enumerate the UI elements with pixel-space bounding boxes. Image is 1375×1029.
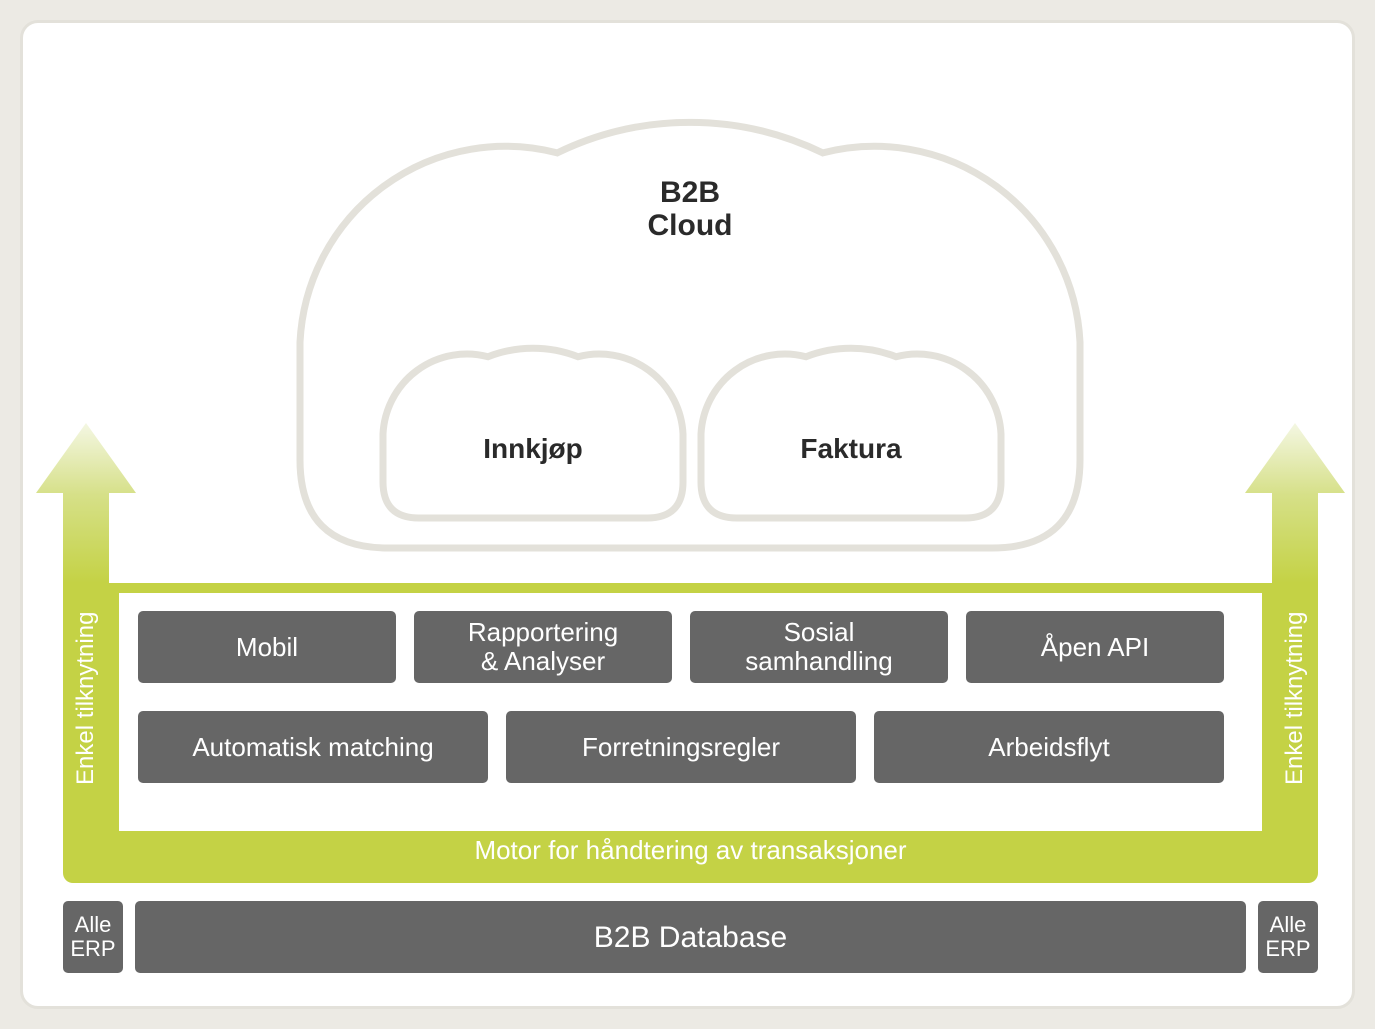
feature-box: Arbeidsflyt	[874, 711, 1224, 783]
erp-left-box: Alle ERP	[63, 901, 123, 973]
cloud-right-label: Faktura	[731, 434, 971, 465]
feature-box: Automatisk matching	[138, 711, 488, 783]
feature-box: Rapportering & Analyser	[414, 611, 672, 683]
diagram-frame: Enkel tilknytning Enkel tilknytning Moto…	[20, 20, 1355, 1009]
cloud-left-label: Innkjøp	[413, 434, 653, 465]
feature-box: Mobil	[138, 611, 396, 683]
cloud-main-line1: B2B	[660, 176, 720, 209]
cloud-main-label: B2B Cloud	[570, 176, 810, 242]
clouds	[23, 23, 1358, 1012]
cloud-main-line2: Cloud	[648, 209, 733, 242]
database-box: B2B Database	[135, 901, 1246, 973]
feature-box: Sosial samhandling	[690, 611, 948, 683]
erp-right-box: Alle ERP	[1258, 901, 1318, 973]
feature-box: Forretningsregler	[506, 711, 856, 783]
feature-box: Åpen API	[966, 611, 1224, 683]
